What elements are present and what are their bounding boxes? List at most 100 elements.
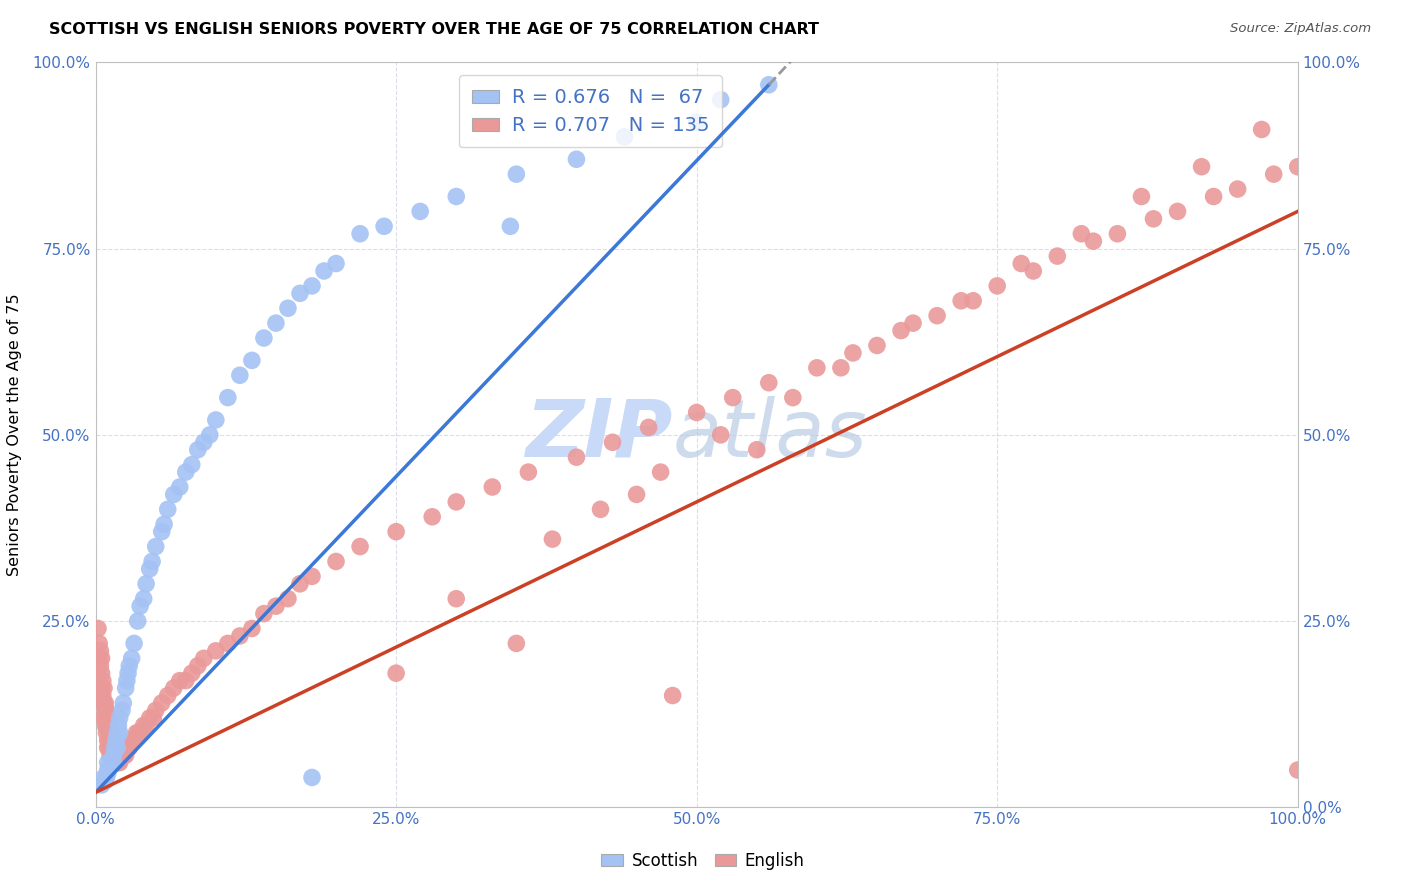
Point bbox=[121, 651, 143, 665]
Point bbox=[97, 718, 120, 732]
Point bbox=[117, 740, 139, 755]
Point bbox=[962, 293, 984, 308]
Point bbox=[115, 673, 138, 688]
Point bbox=[277, 591, 299, 606]
Point bbox=[89, 651, 111, 665]
Point bbox=[94, 703, 117, 717]
Point bbox=[89, 636, 111, 650]
Point bbox=[1107, 227, 1129, 241]
Point bbox=[91, 696, 114, 710]
Point bbox=[806, 360, 828, 375]
Point bbox=[156, 502, 179, 516]
Point bbox=[115, 740, 138, 755]
Point bbox=[93, 696, 115, 710]
Point bbox=[90, 651, 112, 665]
Point bbox=[229, 629, 252, 643]
Point bbox=[105, 733, 128, 747]
Text: ZIP: ZIP bbox=[526, 396, 672, 474]
Point bbox=[1250, 122, 1272, 136]
Point bbox=[118, 658, 141, 673]
Point bbox=[1070, 227, 1092, 241]
Point bbox=[710, 428, 733, 442]
Point bbox=[129, 726, 152, 740]
Point bbox=[1286, 763, 1309, 777]
Point bbox=[637, 420, 659, 434]
Point bbox=[217, 636, 239, 650]
Point bbox=[253, 331, 276, 345]
Point bbox=[105, 748, 128, 763]
Point bbox=[385, 524, 408, 539]
Point bbox=[105, 748, 128, 763]
Point bbox=[830, 360, 852, 375]
Point bbox=[107, 756, 129, 770]
Point bbox=[277, 301, 299, 316]
Text: SCOTTISH VS ENGLISH SENIORS POVERTY OVER THE AGE OF 75 CORRELATION CHART: SCOTTISH VS ENGLISH SENIORS POVERTY OVER… bbox=[49, 22, 820, 37]
Point bbox=[444, 495, 467, 509]
Point bbox=[517, 465, 540, 479]
Point bbox=[96, 711, 118, 725]
Point bbox=[1022, 264, 1045, 278]
Point bbox=[91, 673, 114, 688]
Point bbox=[96, 703, 118, 717]
Point bbox=[1191, 160, 1213, 174]
Point bbox=[1142, 211, 1164, 226]
Point bbox=[108, 756, 131, 770]
Point bbox=[661, 689, 683, 703]
Point bbox=[100, 733, 122, 747]
Point bbox=[93, 771, 115, 785]
Point bbox=[100, 756, 122, 770]
Point bbox=[205, 413, 228, 427]
Point bbox=[96, 771, 118, 785]
Point bbox=[97, 740, 120, 755]
Point bbox=[94, 718, 117, 732]
Point bbox=[96, 726, 118, 740]
Point bbox=[174, 465, 197, 479]
Point bbox=[187, 442, 209, 457]
Point bbox=[150, 696, 173, 710]
Point bbox=[121, 733, 143, 747]
Point bbox=[145, 703, 167, 717]
Point bbox=[1263, 167, 1285, 181]
Point bbox=[90, 681, 112, 695]
Point bbox=[686, 405, 709, 419]
Point bbox=[950, 293, 973, 308]
Point bbox=[890, 324, 912, 338]
Point bbox=[866, 338, 889, 352]
Point bbox=[138, 562, 160, 576]
Point bbox=[97, 726, 120, 740]
Point bbox=[97, 763, 120, 777]
Point bbox=[97, 733, 120, 747]
Point bbox=[986, 279, 1008, 293]
Point bbox=[842, 346, 865, 360]
Point bbox=[301, 279, 323, 293]
Point bbox=[349, 540, 371, 554]
Point bbox=[98, 748, 121, 763]
Point bbox=[128, 726, 150, 740]
Point bbox=[193, 435, 215, 450]
Point bbox=[94, 696, 117, 710]
Point bbox=[1130, 189, 1153, 203]
Point bbox=[541, 532, 564, 546]
Point bbox=[602, 435, 624, 450]
Point bbox=[118, 740, 141, 755]
Point bbox=[89, 644, 111, 658]
Point bbox=[420, 509, 443, 524]
Point bbox=[626, 487, 648, 501]
Point bbox=[94, 774, 117, 789]
Point bbox=[93, 711, 115, 725]
Point bbox=[97, 733, 120, 747]
Point bbox=[105, 726, 128, 740]
Point bbox=[1046, 249, 1069, 263]
Point bbox=[89, 658, 111, 673]
Point bbox=[108, 740, 131, 755]
Point bbox=[156, 689, 179, 703]
Point bbox=[97, 756, 120, 770]
Point bbox=[686, 115, 709, 129]
Point bbox=[589, 502, 612, 516]
Point bbox=[169, 480, 191, 494]
Point bbox=[103, 733, 125, 747]
Point bbox=[180, 666, 202, 681]
Point bbox=[101, 748, 124, 763]
Point bbox=[105, 740, 128, 755]
Point bbox=[745, 442, 768, 457]
